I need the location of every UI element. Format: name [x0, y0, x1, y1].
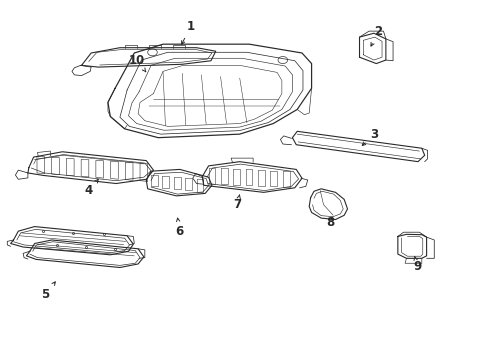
Text: 2: 2	[370, 25, 382, 46]
Text: 6: 6	[175, 218, 183, 238]
Text: 8: 8	[326, 216, 334, 229]
Text: 1: 1	[181, 20, 195, 44]
Text: 3: 3	[362, 128, 377, 145]
Text: 7: 7	[233, 195, 241, 211]
Text: 5: 5	[41, 282, 55, 301]
Text: 4: 4	[84, 179, 98, 197]
Text: 9: 9	[412, 257, 420, 273]
Text: 10: 10	[128, 54, 145, 72]
